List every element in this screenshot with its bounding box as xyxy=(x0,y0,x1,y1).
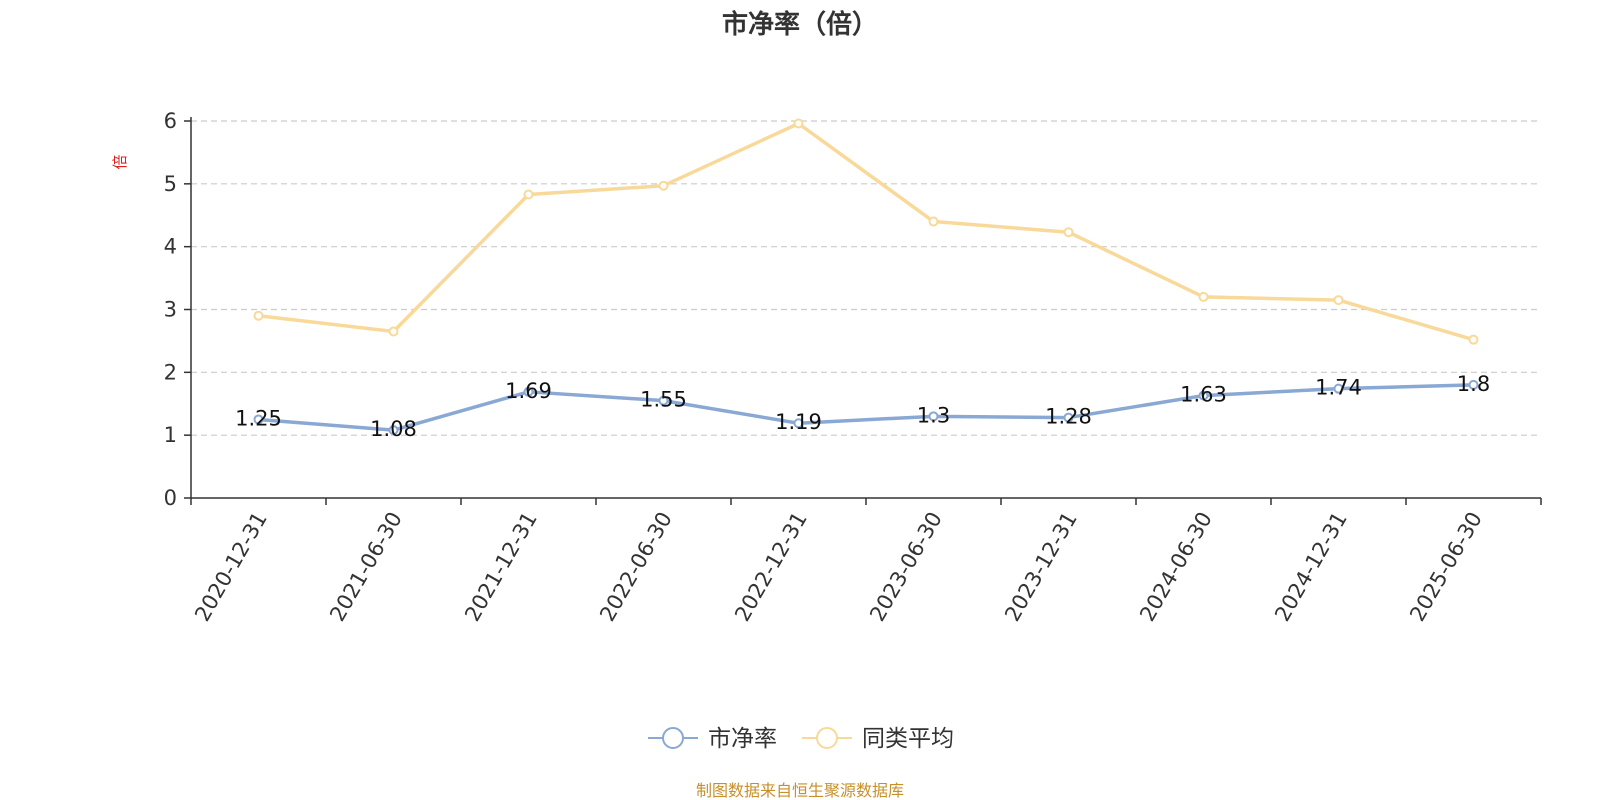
data-label: 1.08 xyxy=(370,417,417,441)
series-line xyxy=(256,383,1476,432)
y-tick-label: 3 xyxy=(164,298,177,322)
data-point xyxy=(1198,291,1209,302)
data-point xyxy=(253,310,264,321)
y-tick-label: 0 xyxy=(164,486,177,510)
data-point xyxy=(1333,383,1344,394)
data-label: 1.8 xyxy=(1457,372,1490,396)
data-point xyxy=(1198,390,1209,401)
data-point xyxy=(523,386,534,397)
data-point xyxy=(253,414,264,425)
legend-marker xyxy=(662,727,684,749)
data-point xyxy=(1468,334,1479,345)
y-axis-unit-label: 倍 xyxy=(111,154,129,169)
data-point xyxy=(658,180,669,191)
data-labels: 1.25 1.08 1.69 1.55 1.19 1.3 1.28 1.63 1.74 1.8 xyxy=(235,372,1490,441)
y-tick-label: 1 xyxy=(164,423,177,447)
x-tick-label: 2022-06-30 xyxy=(595,508,677,626)
x-tick-label: 2025-06-30 xyxy=(1405,508,1487,626)
data-point xyxy=(1468,379,1479,390)
axes: 0 1 2 3 4 5 6 2020-12-31 2021-06-30 2021-12-31 202… xyxy=(164,109,1542,626)
x-tick-label: 2024-06-30 xyxy=(1135,508,1217,626)
y-tick-label: 2 xyxy=(164,360,177,384)
data-label: 1.55 xyxy=(640,388,687,412)
y-tick-label: 5 xyxy=(164,172,177,196)
data-label: 1.25 xyxy=(235,406,282,430)
data-point xyxy=(1333,295,1344,306)
data-point xyxy=(388,425,399,436)
data-label: 1.28 xyxy=(1045,405,1092,429)
data-label: 1.19 xyxy=(775,410,822,434)
x-tick-label: 2021-06-30 xyxy=(325,508,407,626)
data-point xyxy=(523,189,534,200)
data-label: 1.3 xyxy=(917,403,950,427)
data-label: 1.63 xyxy=(1180,383,1227,407)
x-tick-label: 2024-12-31 xyxy=(1270,508,1352,626)
data-label: 1.69 xyxy=(505,379,552,403)
data-point xyxy=(388,326,399,337)
data-point xyxy=(793,118,804,129)
x-tick-label: 2022-12-31 xyxy=(730,508,812,626)
data-source-note: 制图数据来自恒生聚源数据库 xyxy=(696,781,904,800)
x-tick-label: 2021-12-31 xyxy=(460,508,542,626)
y-tick-label: 6 xyxy=(164,109,177,133)
legend: 市净率 同类平均 xyxy=(648,726,954,752)
legend-label: 市净率 xyxy=(708,726,777,752)
data-point xyxy=(793,418,804,429)
series-layer xyxy=(253,118,1479,436)
x-tick-label: 2020-12-31 xyxy=(190,508,272,626)
y-tick-label: 4 xyxy=(164,235,177,259)
chart-title: 市净率（倍） xyxy=(722,9,878,40)
data-point xyxy=(928,411,939,422)
data-label: 1.74 xyxy=(1315,376,1362,400)
x-tick-label: 2023-06-30 xyxy=(865,508,947,626)
series-line xyxy=(256,121,1476,342)
legend-marker xyxy=(816,727,838,749)
data-point xyxy=(928,216,939,227)
legend-label: 同类平均 xyxy=(862,726,954,752)
data-point xyxy=(1063,412,1074,423)
x-tick-label: 2023-12-31 xyxy=(1000,508,1082,626)
data-point xyxy=(1063,227,1074,238)
data-point xyxy=(658,395,669,406)
